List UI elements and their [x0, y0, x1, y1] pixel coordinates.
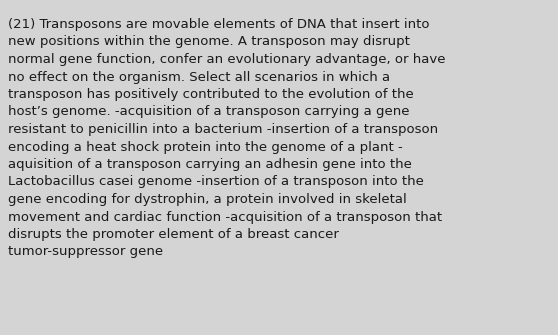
Text: (21) Transposons are movable elements of DNA that insert into
new positions with: (21) Transposons are movable elements of… [8, 18, 445, 259]
